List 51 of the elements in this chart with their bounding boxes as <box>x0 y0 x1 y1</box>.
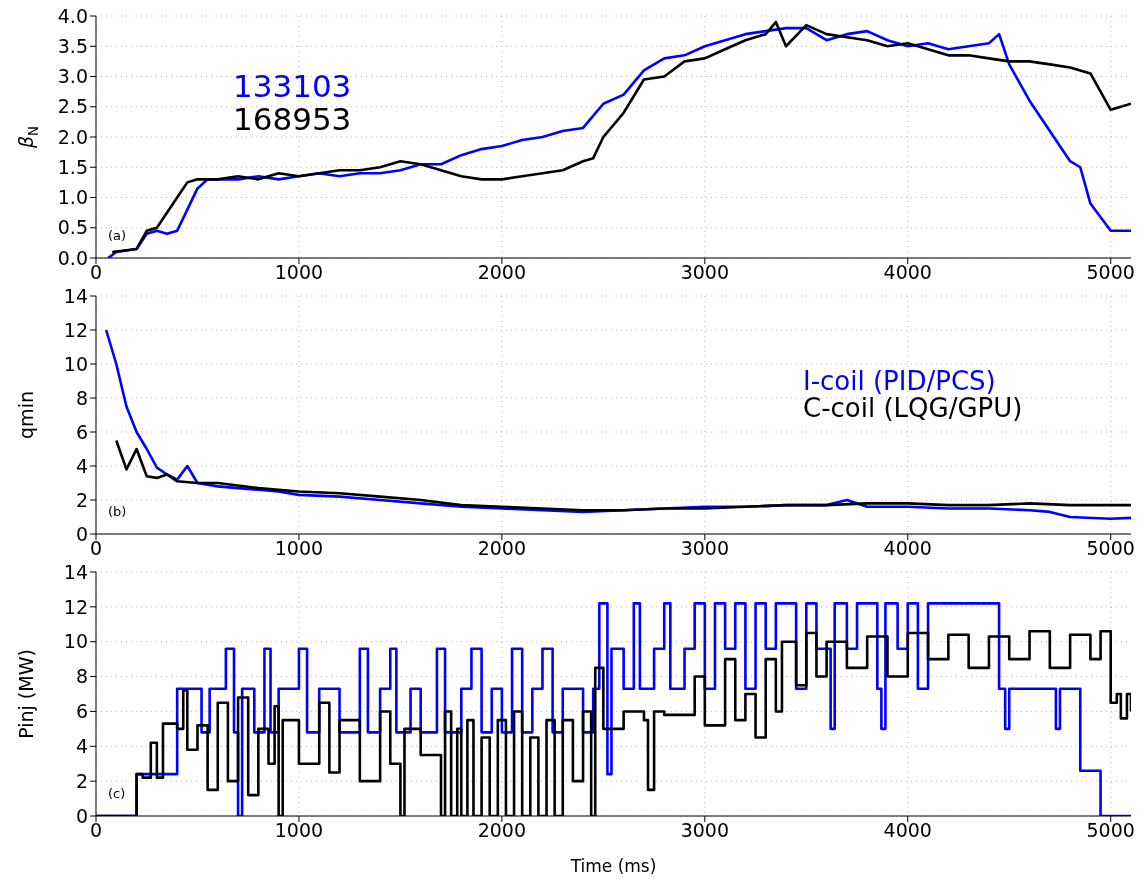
x-tick-label: 3000 <box>680 819 729 842</box>
y-tick-label: 14 <box>63 560 88 583</box>
y-tick-label: 8 <box>75 665 88 688</box>
y-tick-label: 0 <box>75 804 88 827</box>
legend: 133103 168953 <box>233 70 352 136</box>
x-tick-label: 4000 <box>883 537 932 560</box>
annotation: (c) <box>108 786 126 801</box>
y-axis-title: qmin <box>15 391 37 439</box>
y-tick-label: 4.0 <box>57 4 88 27</box>
y-tick-label: 1.5 <box>57 155 88 178</box>
annotation: (a) <box>108 228 127 243</box>
y-tick-label: 3.0 <box>57 65 88 88</box>
y-tick-label: 2.5 <box>57 95 88 118</box>
x-tick-label: 2000 <box>477 819 527 842</box>
y-tick-label: 0 <box>75 522 88 545</box>
y-tick-label: 4 <box>75 454 88 477</box>
x-tick-label: 5000 <box>1086 537 1135 560</box>
y-tick-label: 0.5 <box>57 216 88 239</box>
x-tick-label: 5000 <box>1086 261 1135 284</box>
legend: I-coil (PID/PCS) C-coil (LQG/GPU) <box>803 368 1023 423</box>
x-tick-label: 2000 <box>477 261 527 284</box>
y-tick-label: 3.5 <box>57 34 88 57</box>
x-tick-label: 1000 <box>274 261 324 284</box>
x-tick-label: 1000 <box>274 537 324 560</box>
x-tick-label: 2000 <box>477 537 527 560</box>
x-tick-label: 0 <box>89 261 103 284</box>
x-tick-label: 0 <box>89 819 103 842</box>
y-tick-label: 1.0 <box>57 186 88 209</box>
x-tick-label: 3000 <box>680 261 729 284</box>
y-tick-label: 12 <box>63 595 88 618</box>
y-tick-label: 4 <box>75 735 88 758</box>
y-tick-label: 12 <box>63 318 88 341</box>
y-tick-label: 10 <box>63 630 88 653</box>
y-tick-label: 14 <box>63 284 88 307</box>
y-tick-label: 0.0 <box>57 246 88 269</box>
annotation: (b) <box>108 504 127 519</box>
y-tick-label: 2.0 <box>57 125 88 148</box>
x-tick-label: 3000 <box>680 537 729 560</box>
x-tick-label: 0 <box>89 537 103 560</box>
y-tick-label: 6 <box>75 420 88 443</box>
y-tick-label: 2 <box>75 769 88 792</box>
y-tick-label: 6 <box>75 700 88 723</box>
x-axis-title: Time (ms) <box>569 856 657 876</box>
x-tick-label: 5000 <box>1086 819 1135 842</box>
y-axis-title: Pinj (MW) <box>15 649 37 739</box>
y-tick-label: 8 <box>75 386 88 409</box>
x-tick-label: 1000 <box>274 819 324 842</box>
y-tick-label: 2 <box>75 488 88 511</box>
y-tick-label: 10 <box>63 352 88 375</box>
x-tick-label: 4000 <box>883 819 932 842</box>
x-tick-label: 4000 <box>883 261 932 284</box>
